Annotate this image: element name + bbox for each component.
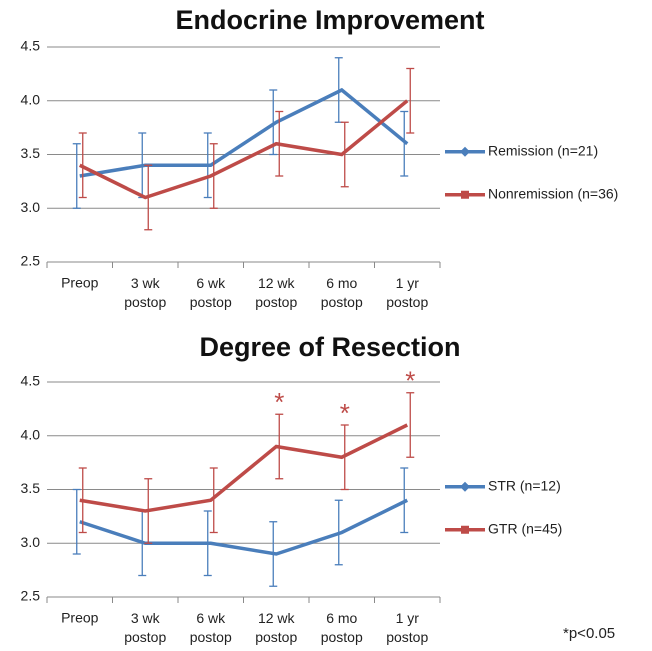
legend-marker: [460, 146, 470, 157]
significance-mark: *: [340, 398, 350, 428]
x-tick-label: 3 wk postop: [124, 275, 166, 310]
x-tick-line: 1 yr: [396, 610, 420, 626]
error-bar: [72, 488, 81, 555]
x-tick-label: 6 mo postop: [321, 275, 363, 310]
x-tick-line: 6 mo: [326, 275, 357, 291]
x-tick-label: 12 wk postop: [255, 610, 297, 645]
y-tick-label: 4.5: [21, 38, 41, 54]
x-tick-line: 12 wk: [258, 610, 296, 626]
x-tick-label: 6 wk postop: [190, 275, 232, 310]
x-tick-line: postop: [321, 629, 363, 645]
y-tick-label: 3.0: [21, 534, 41, 550]
x-tick-line: postop: [255, 629, 297, 645]
x-tick-line: postop: [321, 294, 363, 310]
x-tick-line: 3 wk: [131, 275, 161, 291]
x-tick-label: 1 yr postop: [386, 275, 428, 310]
series-line: [79, 423, 409, 513]
x-tick-label: 3 wk postop: [124, 610, 166, 645]
footnote: *p<0.05: [563, 625, 615, 642]
legend-label: GTR (n=45): [488, 520, 562, 536]
error-bar: [406, 67, 415, 134]
y-tick-label: 4.0: [21, 426, 41, 442]
y-tick-label: 2.5: [21, 253, 41, 269]
y-tick-label: 4.5: [21, 373, 41, 389]
legend-marker: [460, 481, 470, 492]
error-bar: [340, 121, 349, 188]
y-tick-label: 3.5: [21, 480, 41, 496]
legend-marker: [461, 190, 469, 199]
x-tick-label: Preop: [61, 275, 99, 291]
legend-label: Nonremission (n=36): [488, 185, 618, 201]
x-tick-line: 6 wk: [196, 275, 226, 291]
x-tick-line: 3 wk: [131, 610, 161, 626]
y-tick-label: 4.0: [21, 91, 41, 107]
x-tick-line: postop: [124, 629, 166, 645]
x-tick-line: 6 mo: [326, 610, 357, 626]
x-tick-line: postop: [124, 294, 166, 310]
x-tick-line: postop: [190, 629, 232, 645]
y-tick-label: 3.0: [21, 199, 41, 215]
y-tick-label: 3.5: [21, 145, 41, 161]
legend-marker: [461, 525, 469, 534]
chart-title: Endocrine Improvement: [175, 5, 484, 35]
x-tick-label: 1 yr postop: [386, 610, 428, 645]
chart-title: Degree of Resection: [199, 332, 460, 362]
error-bar: [406, 392, 415, 458]
significance-mark: *: [274, 387, 284, 417]
x-tick-label: 6 mo postop: [321, 610, 363, 645]
legend-label: STR (n=12): [488, 477, 561, 493]
error-bar: [72, 143, 81, 209]
significance-mark: *: [405, 366, 415, 396]
x-tick-label: 6 wk postop: [190, 610, 232, 645]
error-bar: [400, 110, 409, 177]
x-tick-label: 12 wk postop: [255, 275, 297, 310]
x-tick-line: 6 wk: [196, 610, 226, 626]
x-tick-line: 12 wk: [258, 275, 296, 291]
x-tick-line: postop: [386, 294, 428, 310]
x-tick-line: 1 yr: [396, 275, 420, 291]
x-tick-line: postop: [386, 629, 428, 645]
legend-label: Remission (n=21): [488, 142, 598, 158]
x-tick-line: postop: [255, 294, 297, 310]
x-tick-label: Preop: [61, 610, 99, 626]
x-tick-line: postop: [190, 294, 232, 310]
series-line: [78, 99, 409, 200]
series-line: [79, 87, 409, 178]
series-line: [79, 498, 409, 556]
error-bar: [209, 467, 218, 534]
y-tick-label: 2.5: [21, 588, 41, 604]
